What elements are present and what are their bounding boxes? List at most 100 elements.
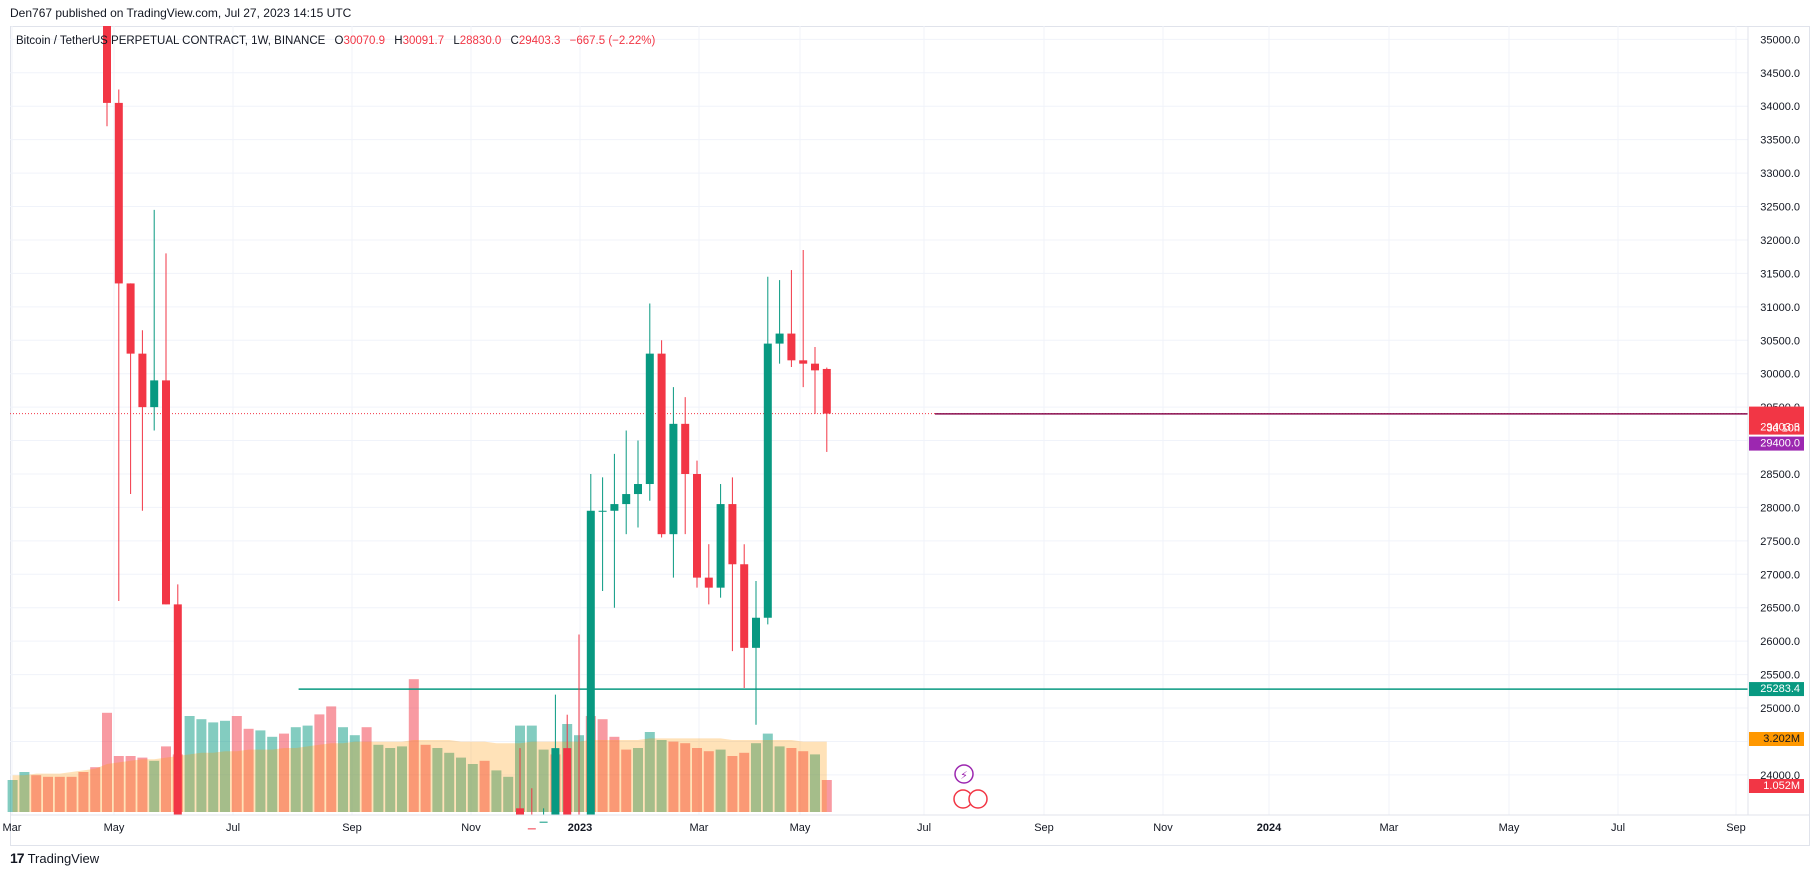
candle-body — [150, 380, 159, 408]
price-tick-label: 24000.0 — [1760, 770, 1800, 782]
volume-bar — [491, 770, 502, 812]
tradingview-brand: TradingView — [27, 850, 100, 866]
change-value: −667.5 (−2.22%) — [569, 35, 656, 47]
time-tick-label: Sep — [1726, 822, 1746, 834]
price-tick-label: 25500.0 — [1760, 670, 1800, 682]
volume-bar — [267, 736, 278, 812]
close-value: 29403.3 — [518, 35, 561, 47]
low-label: L — [453, 35, 460, 47]
tradingview-mark-icon: 17 — [10, 850, 25, 866]
time-tick-label: Nov — [1153, 822, 1173, 834]
price-labels: 29403.33d 10h 29400.0 25283.4 3.202M 1.052M — [1749, 406, 1804, 793]
volume-bar — [102, 712, 112, 812]
candle-body — [763, 343, 772, 618]
volume-bar — [739, 752, 750, 812]
candle-body — [516, 808, 524, 815]
price-tick-label: 33000.0 — [1760, 168, 1800, 180]
volume-bar — [373, 744, 384, 812]
time-tick-label: Jul — [1611, 822, 1625, 834]
price-tick-label: 32000.0 — [1760, 235, 1800, 247]
time-tick-label: Mar — [1380, 822, 1399, 834]
candle-body — [669, 423, 678, 535]
volume-bar — [279, 733, 289, 812]
grid — [10, 26, 1748, 815]
event-icons: ⚡ — [953, 764, 988, 809]
time-tick-label: 2023 — [568, 822, 592, 834]
candle-body — [693, 473, 701, 578]
volume-bar — [597, 719, 608, 812]
support-price-label: 25283.4 — [1760, 683, 1800, 695]
volume-bar — [810, 754, 820, 812]
volume-bar — [231, 716, 242, 812]
level-price-label: 29400.0 — [1760, 438, 1800, 450]
volume-ma-area — [12, 738, 827, 812]
candle-body — [622, 494, 631, 505]
price-tick-label: 27500.0 — [1760, 536, 1800, 548]
volume-bar — [54, 776, 65, 812]
volume-bar — [715, 749, 726, 812]
volume-bar — [680, 743, 691, 812]
volume-bar — [456, 757, 466, 812]
volume-bar — [78, 772, 89, 812]
candle-body — [822, 368, 831, 414]
candle-body — [799, 360, 808, 364]
price-tick-label: 26500.0 — [1760, 603, 1800, 615]
volume-label: 1.052M — [1763, 780, 1800, 792]
volume-bar — [633, 748, 643, 812]
volume-bar — [66, 776, 77, 812]
lightning-icon — [954, 764, 974, 784]
price-tick-label: 34000.0 — [1760, 101, 1800, 113]
volume-bar — [751, 743, 761, 812]
volume-bar — [609, 736, 620, 812]
volume-bar — [196, 719, 207, 812]
tradingview-logo[interactable]: 17 TradingView — [10, 850, 99, 866]
price-tick-label: 26000.0 — [1760, 636, 1800, 648]
volume-bar — [621, 749, 632, 812]
volume-bar — [161, 746, 171, 812]
volume-moving-average — [12, 738, 827, 812]
volume-bar — [821, 780, 832, 812]
volume-bar — [31, 775, 42, 812]
volume-bar — [692, 748, 702, 812]
candle-body — [787, 333, 796, 361]
candle-body — [126, 283, 135, 354]
candle-body — [527, 828, 536, 830]
volume-bar — [255, 730, 266, 812]
open-value: 30070.9 — [343, 35, 386, 47]
volume-bar — [762, 733, 773, 812]
volume-bar — [290, 727, 301, 812]
time-tick-label: May — [790, 822, 811, 834]
candle-body — [752, 617, 760, 648]
volume-bar — [338, 727, 348, 812]
candle-body — [681, 423, 690, 474]
volume-bar — [479, 760, 490, 812]
price-tick-label: 32500.0 — [1760, 202, 1800, 214]
volume-bar — [644, 732, 655, 812]
low-value: 28830.0 — [459, 35, 502, 47]
price-tick-label: 34500.0 — [1760, 68, 1800, 80]
volume-bar — [349, 735, 360, 812]
volume-bar — [149, 760, 160, 812]
volume-label-bg — [1749, 779, 1804, 793]
volume-bar — [19, 772, 30, 812]
price-tick-label: 25000.0 — [1760, 703, 1800, 715]
volume-bar — [220, 720, 230, 812]
time-tick-label: Mar — [3, 822, 22, 834]
price-tick-label: 31500.0 — [1760, 268, 1800, 280]
candle-body — [645, 353, 654, 485]
volume-bar — [113, 756, 124, 812]
symbol-name: Bitcoin / TetherUS PERPETUAL CONTRACT, 1… — [16, 35, 326, 47]
candle-body — [539, 821, 548, 823]
candle-body — [114, 102, 123, 284]
candle-body — [103, 26, 111, 103]
level-price-label-bg — [1749, 436, 1804, 451]
time-tick-label: May — [104, 822, 125, 834]
time-tick-label: 2024 — [1257, 822, 1282, 834]
last-price-label-bg — [1749, 406, 1804, 435]
volume-bar — [526, 725, 537, 812]
publisher-line: Den767 published on TradingView.com, Jul… — [10, 6, 352, 20]
time-tick-label: Jul — [226, 822, 240, 834]
volume-bar — [408, 679, 419, 812]
volume-bar — [444, 752, 455, 812]
